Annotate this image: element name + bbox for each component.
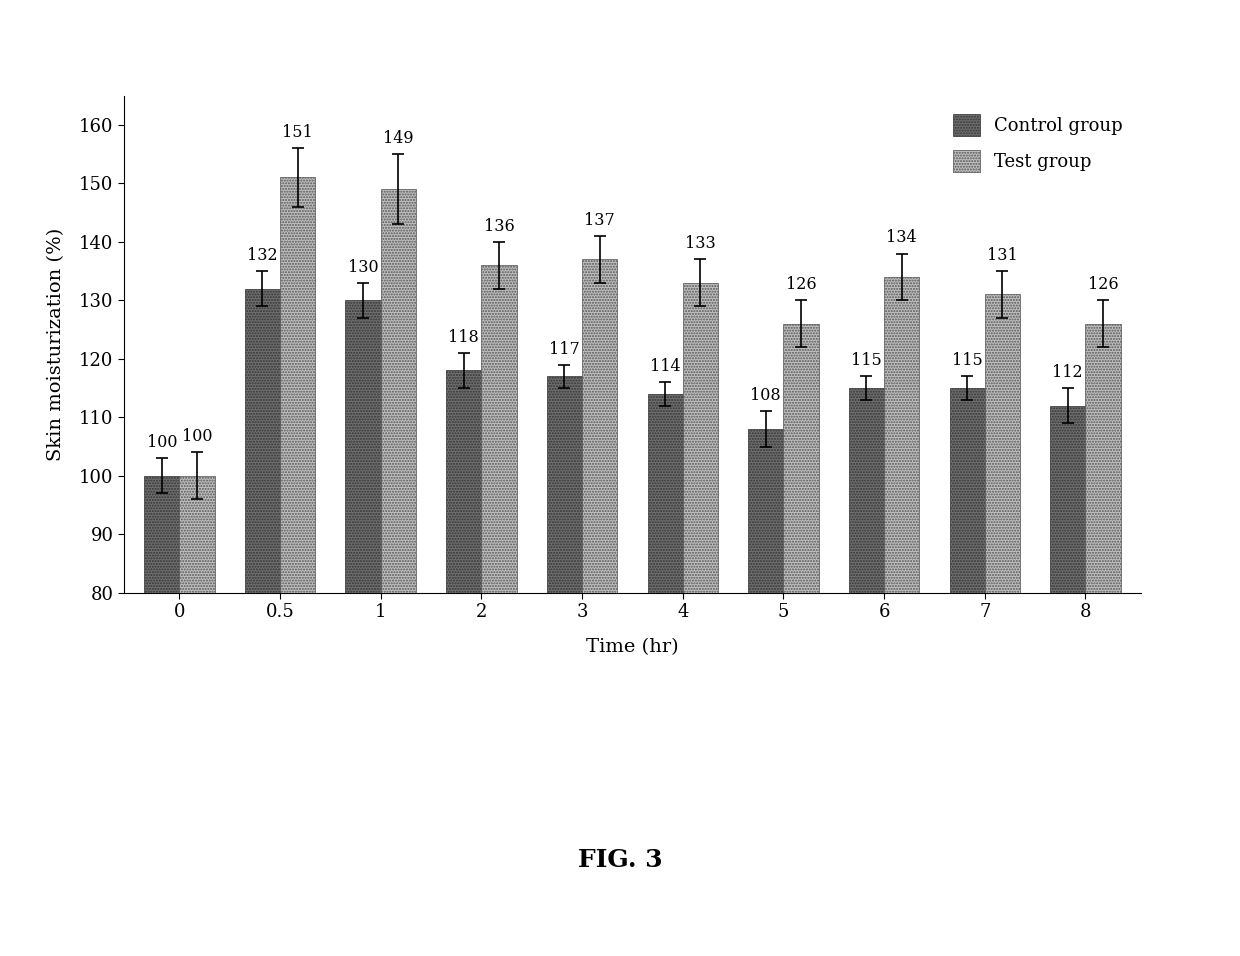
Bar	[582, 259, 618, 956]
Bar	[1085, 324, 1121, 956]
Text: 151: 151	[283, 124, 312, 141]
Bar	[446, 371, 481, 956]
Legend: Control group, Test group: Control group, Test group	[944, 104, 1132, 182]
Text: 115: 115	[851, 353, 882, 369]
Bar	[647, 394, 683, 956]
Bar	[144, 476, 180, 956]
Text: 118: 118	[449, 329, 479, 346]
Text: 100: 100	[182, 428, 212, 445]
Text: 114: 114	[650, 358, 681, 375]
Text: 117: 117	[549, 340, 580, 358]
Text: FIG. 3: FIG. 3	[578, 848, 662, 873]
Text: 100: 100	[146, 434, 177, 451]
X-axis label: Time (hr): Time (hr)	[587, 638, 678, 656]
Bar	[683, 283, 718, 956]
Bar	[748, 429, 784, 956]
Bar	[381, 189, 415, 956]
Bar	[346, 300, 381, 956]
Bar	[950, 388, 985, 956]
Text: 126: 126	[786, 276, 816, 293]
Text: 126: 126	[1087, 276, 1118, 293]
Text: 149: 149	[383, 130, 414, 147]
Y-axis label: Skin moisturization (%): Skin moisturization (%)	[47, 228, 66, 461]
Text: 108: 108	[750, 387, 781, 404]
Bar	[849, 388, 884, 956]
Text: 131: 131	[987, 247, 1018, 264]
Bar	[481, 265, 517, 956]
Text: 133: 133	[684, 235, 715, 252]
Bar	[547, 377, 582, 956]
Bar	[985, 294, 1021, 956]
Text: 136: 136	[484, 218, 515, 235]
Bar	[180, 476, 215, 956]
Text: 137: 137	[584, 212, 615, 228]
Bar	[884, 277, 919, 956]
Text: 115: 115	[952, 353, 982, 369]
Text: 134: 134	[887, 229, 918, 247]
Text: 112: 112	[1053, 364, 1083, 381]
Bar	[280, 178, 315, 956]
Bar	[244, 289, 280, 956]
Bar	[1050, 405, 1085, 956]
Text: 130: 130	[347, 259, 378, 275]
Text: 132: 132	[247, 247, 278, 264]
Bar	[784, 324, 818, 956]
